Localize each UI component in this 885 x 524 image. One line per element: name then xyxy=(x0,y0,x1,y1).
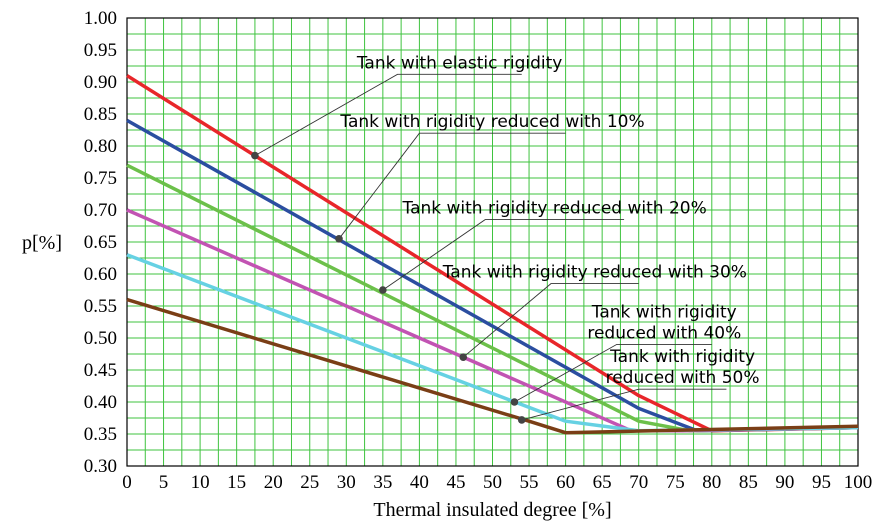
x-tick-label: 70 xyxy=(629,472,648,493)
x-tick-label: 85 xyxy=(739,472,758,493)
annotation-marker xyxy=(379,286,387,294)
x-tick-labels: 0 5 10 15 20 25 30 35 40 45 50 55 60 65 70 75 80 85 90 95 10… xyxy=(122,472,872,493)
y-tick-label: 0.70 xyxy=(84,200,117,221)
x-tick-label: 100 xyxy=(844,472,873,493)
series-line-6 xyxy=(126,297,859,435)
y-tick-label: 0.55 xyxy=(84,296,117,317)
annotation-leader-line xyxy=(514,343,712,403)
annotation-marker xyxy=(510,398,519,406)
y-tick-label: 0.60 xyxy=(84,264,117,285)
annotation-text: Tank with rigidity reduced with 20% xyxy=(402,199,707,219)
x-tick-label: 65 xyxy=(593,472,612,493)
annotation-text: Tank with rigidity xyxy=(591,302,737,322)
x-tick-label: 95 xyxy=(812,472,831,493)
annotation-text: Tank with rigidity xyxy=(609,347,755,367)
x-tick-label: 50 xyxy=(483,472,502,493)
x-tick-label: 10 xyxy=(191,472,210,493)
y-tick-label: 0.50 xyxy=(84,328,117,349)
y-tick-label: 0.85 xyxy=(84,104,117,125)
x-tick-label: 90 xyxy=(775,472,794,493)
y-tick-label: 0.90 xyxy=(84,72,117,93)
annotation-marker xyxy=(335,235,343,243)
annotation-text: Tank with elastic rigidity xyxy=(356,53,563,73)
y-tick-label: 0.65 xyxy=(84,232,117,253)
x-tick-label: 30 xyxy=(337,472,356,493)
annotation-text: reduced with 40% xyxy=(587,323,741,343)
annotation-1: Tank with elastic rigidity xyxy=(251,53,563,160)
annotation-marker xyxy=(517,416,526,424)
y-tick-labels: 0.30 0.35 0.40 0.45 0.50 0.55 0.60 0.65 0.70 0.75… xyxy=(84,8,117,477)
x-tick-label: 75 xyxy=(666,472,685,493)
y-tick-label: 0.95 xyxy=(84,40,117,61)
x-tick-label: 20 xyxy=(264,472,283,493)
annotation-marker xyxy=(459,353,468,362)
annotation-leader-line xyxy=(382,219,625,291)
annotation-2: Tank with rigidity reduced with 10% xyxy=(335,112,645,243)
x-axis-label: Thermal insulated degree [%] xyxy=(373,499,611,521)
annotation-text: Tank with rigidity reduced with 30% xyxy=(442,263,747,283)
annotation-text: reduced with 50% xyxy=(606,368,760,388)
x-tick-label: 60 xyxy=(556,472,575,493)
annotation-leader-line xyxy=(254,73,522,156)
x-tick-label: 25 xyxy=(300,472,319,493)
y-tick-label: 0.80 xyxy=(84,136,117,157)
annotation-leader-line xyxy=(338,132,566,240)
x-tick-label: 40 xyxy=(410,472,429,493)
series-group xyxy=(126,74,859,435)
plot-frame xyxy=(126,17,859,467)
x-tick-label: 35 xyxy=(373,472,392,493)
y-tick-label: 1.00 xyxy=(84,8,117,29)
annotation-4: Tank with rigidity reduced with 30% xyxy=(442,263,747,362)
y-axis-label: p[%] xyxy=(22,232,62,254)
y-tick-label: 0.35 xyxy=(84,424,117,445)
grid xyxy=(126,17,859,467)
annotation-leader-line xyxy=(462,283,639,358)
annotation-group: Tank with elastic rigidity Tank with rigi… xyxy=(251,53,760,424)
x-tick-label: 45 xyxy=(446,472,465,493)
x-tick-label: 5 xyxy=(159,472,169,493)
y-tick-label: 0.75 xyxy=(84,168,117,189)
x-tick-label: 15 xyxy=(227,472,246,493)
annotation-text: Tank with rigidity reduced with 10% xyxy=(339,112,644,132)
annotation-marker xyxy=(251,151,259,160)
x-tick-label: 0 xyxy=(122,472,132,493)
annotation-3: Tank with rigidity reduced with 20% xyxy=(379,199,707,294)
annotation-leader-line xyxy=(521,388,727,421)
y-tick-label: 0.40 xyxy=(84,392,117,413)
x-tick-label: 80 xyxy=(702,472,721,493)
y-tick-label: 0.45 xyxy=(84,360,117,381)
y-tick-label: 0.30 xyxy=(84,456,117,477)
x-tick-label: 55 xyxy=(520,472,539,493)
